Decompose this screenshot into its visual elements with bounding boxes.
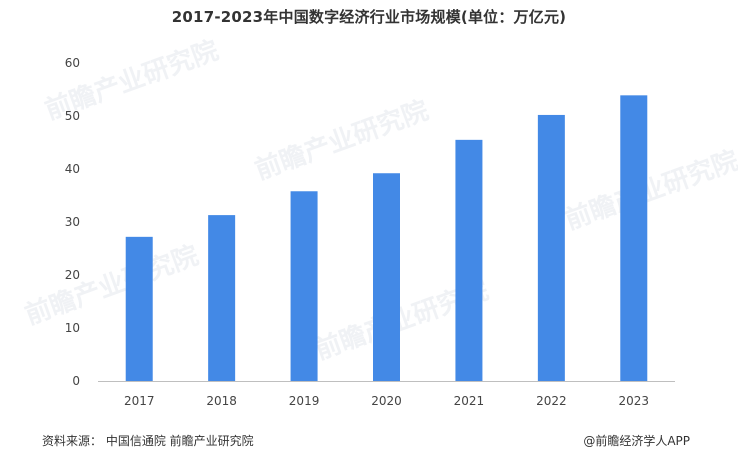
x-tick-label: 2023 — [619, 394, 650, 408]
y-tick-label: 50 — [65, 109, 80, 123]
bar-2021 — [455, 139, 483, 381]
y-tick-label: 60 — [65, 56, 80, 70]
bar-2020 — [373, 173, 400, 381]
y-tick-label: 40 — [65, 162, 80, 176]
y-tick-label: 30 — [65, 215, 80, 229]
bar-2019 — [290, 191, 318, 381]
y-tick-label: 0 — [72, 374, 80, 388]
x-axis-ticks: 2017 2018 2019 2020 2021 2022 2023 — [124, 394, 649, 408]
bar-2023 — [620, 95, 648, 381]
x-tick-label: 2022 — [536, 394, 567, 408]
x-tick-label: 2019 — [289, 394, 320, 408]
x-tick-label: 2020 — [371, 394, 402, 408]
bar-2018 — [208, 215, 236, 381]
y-tick-label: 20 — [65, 268, 80, 282]
x-tick-label: 2021 — [454, 394, 485, 408]
source-note: 资料来源： 中国信通院 前瞻产业研究院 — [42, 434, 254, 448]
y-tick-label: 10 — [65, 321, 80, 335]
y-axis-ticks: 0 10 20 30 40 50 60 — [65, 56, 80, 388]
x-tick-label: 2017 — [124, 394, 155, 408]
bar-2022 — [537, 114, 565, 381]
x-tick-label: 2018 — [206, 394, 237, 408]
brand-credit: @前瞻经济学人APP — [583, 434, 690, 448]
bars — [125, 95, 648, 381]
bar-2017 — [125, 236, 153, 381]
chart-title: 2017-2023年中国数字经济行业市场规模(单位：万亿元) — [171, 8, 567, 26]
